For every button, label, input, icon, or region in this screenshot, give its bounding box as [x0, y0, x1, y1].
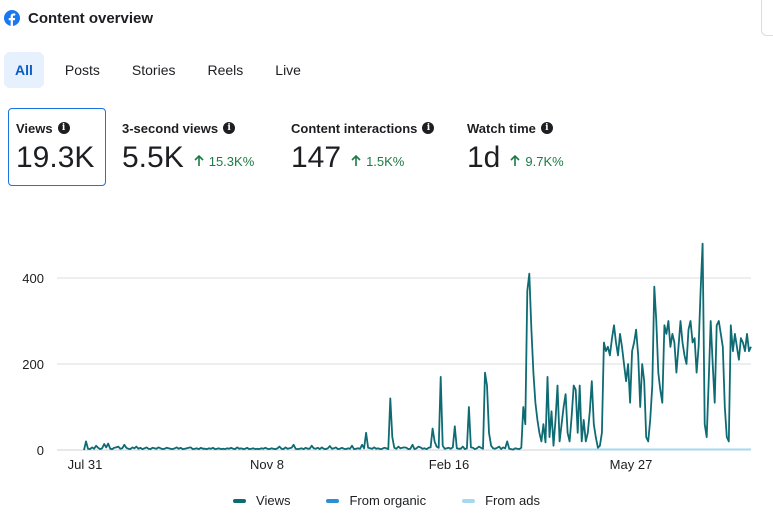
series-line-views [83, 242, 752, 451]
metric-card-watch-time[interactable]: Watch time i 1d 9.7K% [467, 108, 597, 186]
card-header: Content overview [4, 8, 153, 28]
y-tick-label: 0 [37, 443, 44, 458]
arrow-up-icon [194, 155, 204, 166]
x-tick-label: May 27 [610, 457, 653, 472]
info-icon[interactable]: i [540, 122, 553, 134]
legend-swatch [462, 498, 476, 503]
metric-value: 19.3K [16, 141, 95, 174]
y-tick-label: 400 [22, 271, 44, 286]
info-icon[interactable]: i [223, 122, 236, 134]
metric-label: Views [16, 120, 53, 136]
legend-label: From ads [485, 493, 540, 508]
metric-card-content-interactions[interactable]: Content interactions i 147 1.5K% [291, 108, 456, 186]
x-tick-label: Feb 16 [429, 457, 469, 472]
metric-delta: 15.3K% [208, 153, 255, 169]
card-title: Content overview [28, 9, 154, 27]
x-tick-label: Nov 8 [250, 457, 284, 472]
legend-swatch [233, 498, 247, 503]
tab-live[interactable]: Live [275, 62, 301, 78]
chart-legend: Views From organic From ads [0, 493, 773, 508]
arrow-up-icon [510, 155, 520, 166]
arrow-up-icon [351, 155, 361, 166]
legend-label: From organic [349, 493, 427, 508]
info-icon[interactable]: i [57, 122, 70, 134]
tab-stories[interactable]: Stories [131, 62, 176, 78]
metric-card-views[interactable]: Views i 19.3K [8, 108, 106, 186]
metric-delta: 1.5K% [366, 153, 405, 169]
metric-label: Content interactions [291, 120, 418, 136]
metric-value: 5.5K [122, 141, 184, 174]
tab-reels[interactable]: Reels [207, 62, 244, 78]
legend-item-views[interactable]: Views [233, 493, 290, 508]
tab-posts[interactable]: Posts [64, 62, 100, 78]
metric-label: 3-second views [122, 120, 219, 136]
adjacent-panel-edge [761, 0, 773, 36]
metric-card-3-second-views[interactable]: 3-second views i 5.5K 15.3K% [122, 108, 282, 186]
metric-value: 147 [291, 141, 342, 174]
y-tick-label: 200 [22, 357, 44, 372]
legend-label: Views [256, 493, 291, 508]
x-tick-label: Jul 31 [68, 457, 103, 472]
legend-item-ads[interactable]: From ads [462, 493, 540, 508]
facebook-logo-icon [4, 10, 20, 26]
legend-swatch [326, 498, 340, 503]
content-type-tabs: All Posts Stories Reels Live [4, 52, 322, 88]
legend-item-organic[interactable]: From organic [326, 493, 426, 508]
metric-label: Watch time [467, 120, 536, 136]
metric-delta: 9.7K% [525, 153, 564, 169]
info-icon[interactable]: i [422, 122, 435, 134]
tab-all[interactable]: All [4, 52, 44, 88]
metric-value: 1d [467, 141, 501, 174]
views-line-chart[interactable]: 0 200 400 Jul 31 Nov 8 Feb 16 May 27 [0, 225, 773, 475]
